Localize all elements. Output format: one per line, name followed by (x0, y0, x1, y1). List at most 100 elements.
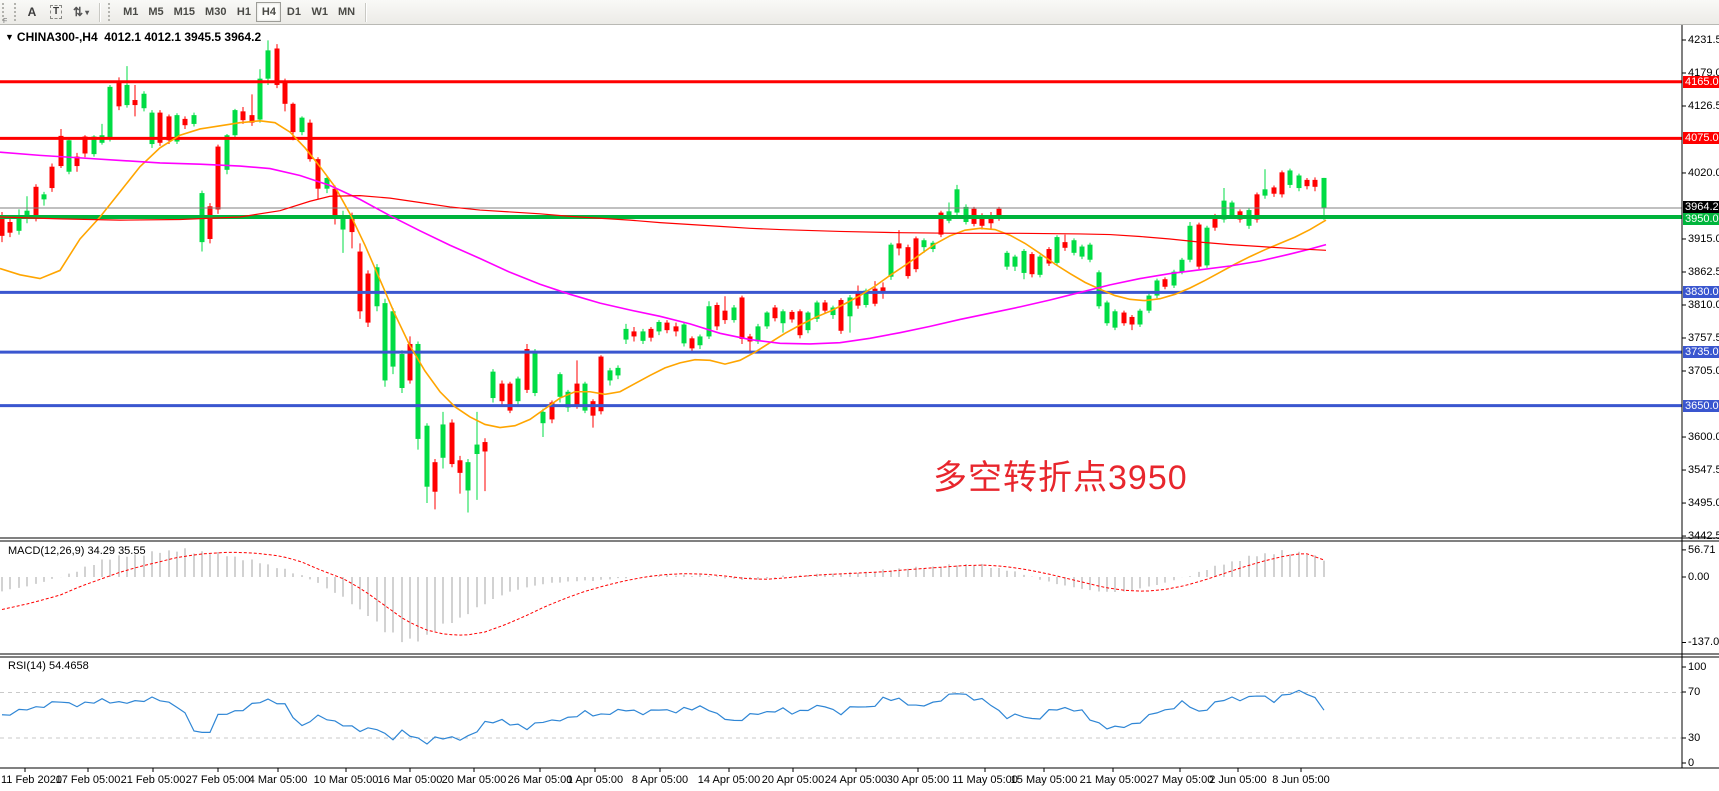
candle-body (157, 112, 163, 143)
candle-body (332, 188, 338, 219)
candle-body (1154, 280, 1160, 296)
rsi-tick-label: 70 (1688, 686, 1701, 698)
candle-body (656, 321, 662, 332)
timeframe-button-m15[interactable]: M15 (169, 2, 200, 22)
timeframe-button-group: M1 M5 M15 M30 H1 H4 D1 W1 MN (118, 2, 360, 22)
candle-body (240, 111, 246, 121)
symbol-period-label: CHINA300-,H4 (16, 30, 98, 44)
candle-body (107, 86, 113, 140)
candle-body (440, 424, 446, 458)
candle-body (623, 328, 629, 340)
arrows-tool-button[interactable]: ⇅ ▾ (69, 2, 93, 23)
ohlc-values: 4012.1 4012.1 3945.5 3964.2 (104, 30, 262, 44)
candle-body (382, 303, 388, 381)
candle-body (1004, 252, 1010, 267)
timeframe-button-m30[interactable]: M30 (200, 2, 231, 22)
rsi-tick-label: 30 (1688, 732, 1701, 744)
candle-body (607, 370, 613, 381)
price-tick-label: 3600.0 (1688, 431, 1719, 444)
candle-body (664, 322, 670, 331)
candle-body (290, 103, 296, 133)
candle-body (1221, 200, 1227, 220)
candle-body (590, 401, 596, 416)
candle-body (274, 48, 280, 85)
price-level-badge: 4165.0 (1683, 75, 1719, 88)
timeframe-button-m5[interactable]: M5 (143, 2, 168, 22)
time-tick-label: 15 May 05:00 (1010, 774, 1078, 786)
candle-body (1054, 237, 1060, 263)
candle-body (340, 215, 346, 230)
candle-body (1296, 175, 1302, 189)
candle-body (706, 306, 712, 337)
price-tick-label: 3862.5 (1688, 265, 1719, 278)
rsi-tick-label: 0 (1688, 757, 1695, 769)
candle-body (141, 93, 147, 109)
candle-body (814, 302, 820, 319)
text-label-tool-button[interactable]: A (21, 2, 43, 23)
candle-body (1121, 312, 1127, 324)
candle-body (582, 383, 588, 411)
candle-body (66, 140, 72, 172)
time-tick-label: 11 Feb 2020 (1, 774, 62, 786)
arrows-icon: ⇅ (73, 5, 84, 19)
time-tick-label: 8 Jun 05:00 (1272, 774, 1330, 786)
candle-body (1071, 240, 1077, 253)
candle-body (499, 383, 505, 402)
candle-body (182, 118, 188, 126)
candle-body (896, 243, 902, 249)
candle-body (0, 218, 5, 236)
timeframe-button-d1[interactable]: D1 (281, 2, 306, 22)
candle-body (424, 425, 430, 487)
candle-body (24, 210, 30, 219)
candle-body (838, 299, 844, 331)
candle-body (299, 117, 305, 133)
candle-body (1112, 311, 1118, 328)
candle-body (507, 383, 513, 411)
price-level-badge: 3964.2 (1683, 201, 1719, 214)
price-level-badge: 3950.0 (1683, 212, 1719, 225)
candle-body (1021, 250, 1027, 273)
candle-body (640, 331, 646, 341)
candle-body (41, 194, 47, 200)
timeframe-button-m1[interactable]: M1 (118, 2, 143, 22)
candle-body (673, 326, 679, 332)
symbol-dropdown-icon[interactable]: ▼ (5, 32, 14, 42)
price-tick-label: 3547.5 (1688, 464, 1719, 477)
time-tick-label: 14 Apr 05:00 (697, 774, 761, 786)
candle-body (390, 311, 396, 367)
candle-body (979, 215, 985, 226)
candle-body (789, 311, 795, 320)
time-tick-label: 1 Apr 05:00 (566, 774, 624, 786)
candle-body (880, 287, 886, 293)
candle-body (1321, 177, 1327, 209)
candle-body (1029, 254, 1035, 275)
candle-body (207, 206, 213, 239)
price-tick-label: 3915.0 (1688, 232, 1719, 245)
candle-body (905, 247, 911, 277)
candle-body (722, 310, 728, 321)
candle-body (407, 343, 413, 381)
candle-body (1304, 179, 1310, 187)
candle-body (681, 324, 687, 344)
toolbar-grip-icon[interactable]: F (2, 3, 16, 25)
timeframe-button-w1[interactable]: W1 (306, 2, 333, 22)
text-box-tool-button[interactable]: T (45, 2, 67, 23)
annotation-text[interactable]: 多空转折点3950 (933, 459, 1188, 497)
candle-body (515, 378, 521, 402)
candle-body (116, 81, 122, 107)
toolbar-grip-icon[interactable] (108, 3, 115, 21)
timeframe-button-mn[interactable]: MN (333, 2, 360, 22)
time-tick-label: 24 Apr 05:00 (824, 774, 888, 786)
candle-body (1012, 256, 1018, 267)
candle-body (822, 302, 828, 311)
price-tick-label: 3705.0 (1688, 365, 1719, 377)
candle-body (474, 444, 480, 454)
timeframe-button-h4[interactable]: H4 (256, 2, 282, 22)
timeframe-button-h1[interactable]: H1 (231, 2, 256, 22)
candle-body (16, 216, 22, 231)
candle-body (913, 238, 919, 270)
candle-body (1279, 172, 1285, 195)
candle-body (1204, 227, 1210, 266)
candle-body (482, 442, 488, 452)
